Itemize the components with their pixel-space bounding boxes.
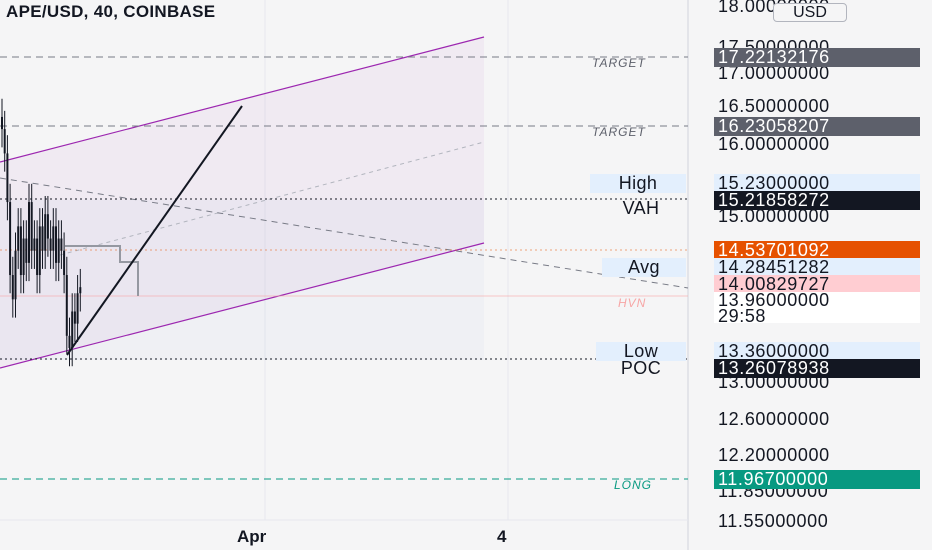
price-tick-label: 16.00000000 — [718, 134, 830, 154]
candle-body — [9, 202, 12, 276]
vah-label: VAH — [622, 198, 660, 218]
price-tick-label: 16.50000000 — [718, 96, 830, 116]
candle-body — [52, 226, 55, 251]
candle-body — [38, 226, 41, 276]
candle-body — [3, 129, 6, 154]
candle-body — [11, 275, 14, 300]
candle-body — [73, 311, 76, 324]
candle-body — [63, 250, 66, 276]
candle-body — [19, 226, 22, 276]
target-price-badge: 17.22132176 — [714, 48, 920, 67]
candle-body — [44, 214, 47, 251]
low-label: Low — [596, 342, 686, 361]
channel-fill — [0, 37, 484, 368]
poc-label: POC — [620, 358, 662, 378]
candle-body — [30, 202, 33, 251]
currency-button[interactable]: USD — [773, 3, 847, 22]
poc-price-badge: 13.26078938 — [714, 359, 920, 378]
target-price-badge: 16.23058207 — [714, 117, 920, 136]
projection-line — [66, 105, 243, 356]
chart-title: APE/USD, 40, COINBASE — [6, 2, 216, 21]
candle-body — [49, 238, 52, 251]
time-axis-label: Apr — [237, 527, 267, 546]
last-price-value: 13.96000000 — [718, 290, 830, 310]
bar-countdown: 29:58 — [718, 306, 767, 326]
target-line-tag: TARGET — [592, 56, 646, 70]
candle-body — [65, 275, 68, 336]
channel-lower-line — [0, 242, 485, 369]
price-tick-label: 11.55000000 — [718, 511, 829, 531]
candle-body — [22, 238, 25, 276]
candle-body — [46, 214, 49, 239]
long-line-tag: LONG — [614, 478, 653, 492]
vah-price-badge: 15.21858272 — [714, 191, 920, 210]
long-price-badge: 11.96700000 — [714, 470, 920, 489]
sl-price-badge: 14.53701092 — [714, 241, 920, 260]
candle-body — [33, 238, 36, 251]
candle-body — [25, 238, 28, 263]
candle-body — [57, 238, 60, 263]
hvn-line-tag: HVN — [618, 296, 647, 310]
candle-body — [28, 202, 30, 263]
price-tick-label: 12.60000000 — [718, 409, 830, 429]
candle-body — [1, 116, 3, 130]
candle-body — [6, 153, 9, 203]
candle-body — [41, 226, 44, 251]
time-axis-label: 4 — [497, 527, 507, 546]
hvn-price-badge: 14.00829727 — [714, 275, 920, 294]
candle-body — [36, 238, 39, 276]
channel-upper-line — [0, 36, 485, 163]
high-price-badge: 15.23000000 — [714, 174, 920, 193]
candle-body — [14, 250, 17, 300]
target-line-tag: TARGET — [592, 125, 646, 139]
price-tick-label: 12.20000000 — [718, 445, 830, 465]
avg-price-badge: 14.28451282 — [714, 258, 920, 277]
candle-body — [71, 311, 74, 348]
candle-body — [79, 287, 82, 294]
avg-label: Avg — [602, 258, 686, 277]
price-tick-label: 17.00000000 — [718, 63, 830, 83]
candle-body — [17, 226, 20, 251]
candle-body — [60, 238, 63, 251]
last-price-badge: 13.96000000 29:58 — [714, 290, 920, 326]
candle-body — [55, 226, 57, 263]
avg-price-line — [65, 245, 139, 296]
low-price-badge: 13.36000000 — [714, 342, 920, 361]
candle-body — [76, 293, 79, 324]
high-label: High — [590, 174, 686, 193]
candle-body — [68, 335, 71, 348]
price-tick-label: 15.00000000 — [718, 206, 830, 226]
